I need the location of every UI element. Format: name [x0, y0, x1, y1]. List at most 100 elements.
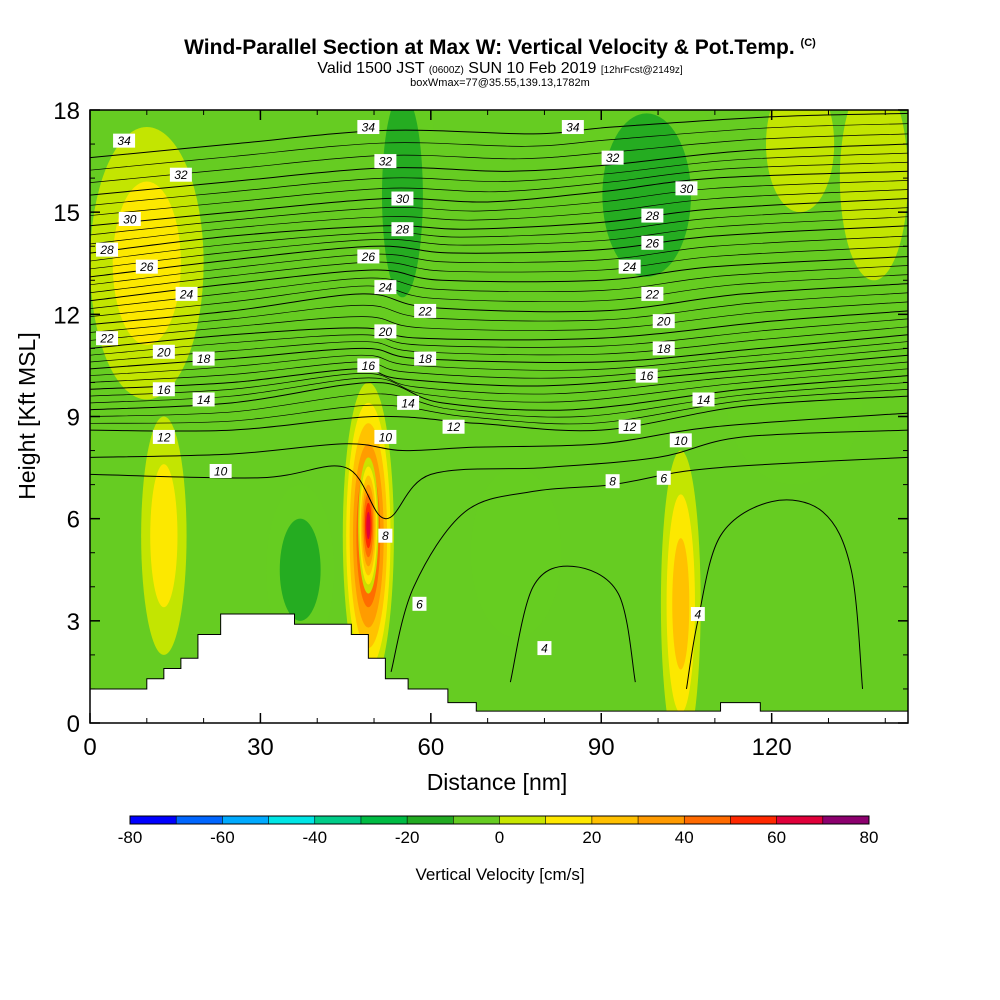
contour-label: 30: [123, 212, 137, 226]
contour-label-box: [357, 120, 380, 135]
colorbar-segment: [499, 816, 547, 824]
theta-contour-30: [90, 170, 908, 227]
contour-label: 10: [379, 430, 393, 444]
colorbar-tick-label: 20: [582, 828, 601, 847]
contour-label-box: [414, 351, 437, 366]
contour-label-box: [391, 222, 414, 237]
y-tick-label: 15: [53, 200, 80, 227]
theta-contour-minor: [90, 235, 908, 286]
theta-contour-minor: [90, 301, 908, 341]
contour-label-box: [635, 368, 658, 383]
theta-contour-minor: [90, 368, 908, 404]
contour-label-box: [357, 358, 380, 373]
x-tick-label: 30: [247, 734, 274, 761]
theta-contour-32: [90, 143, 908, 196]
contour-label: 28: [395, 223, 410, 237]
contour-label: 18: [197, 352, 211, 366]
theta-contour-minor: [90, 326, 908, 363]
contour-label-box: [96, 331, 119, 346]
contour-label-box: [652, 314, 675, 329]
contour-label-box: [118, 211, 141, 226]
theta-contour-minor: [90, 382, 908, 418]
x-axis-label: Distance [nm]: [427, 769, 568, 795]
contour-label: 6: [660, 471, 667, 485]
colorbar-segment: [545, 816, 593, 824]
contour-label-box: [641, 235, 664, 250]
contour-label-box: [414, 303, 437, 318]
contour-label: 28: [645, 209, 660, 223]
w-cell: [672, 538, 690, 670]
contour-label-box: [669, 433, 692, 448]
chart-subtitle-box: boxWmax=77@35.55,139.13,1782m: [410, 77, 590, 89]
colorbar-segment: [360, 816, 408, 824]
contour-label: 18: [657, 342, 671, 356]
vertical-velocity-field: [90, 110, 908, 723]
chart-subtitle: Valid 1500 JST (0600Z) SUN 10 Feb 2019 […: [317, 60, 683, 77]
contour-label-box: [391, 191, 414, 206]
contour-label: 26: [645, 236, 660, 250]
y-tick-label: 6: [67, 507, 80, 534]
theta-contour-18: [90, 334, 908, 370]
contour-label-box: [135, 259, 158, 274]
y-tick-label: 9: [67, 405, 80, 432]
theta-contour-16: [90, 354, 908, 390]
contour-label: 34: [566, 121, 580, 135]
colorbar-segment: [638, 816, 685, 824]
contour-label-box: [209, 463, 232, 478]
theta-contour-10: [90, 412, 908, 458]
theta-contour-4: [509, 565, 636, 683]
contour-label-box: [656, 470, 671, 485]
theta-contour-20: [90, 310, 908, 349]
chart-title: Wind-Parallel Section at Max W: Vertical…: [184, 36, 816, 59]
w-cell: [765, 110, 835, 213]
contour-label: 22: [99, 332, 114, 346]
theta-contour-8: [90, 429, 908, 520]
contour-label: 16: [640, 369, 654, 383]
colorbar-segment: [453, 816, 500, 824]
contour-label-box: [113, 133, 136, 148]
colorbar-segment: [776, 816, 824, 824]
x-tick-label: 120: [752, 734, 792, 761]
contour-label-box: [374, 429, 397, 444]
colorbar-tick-label: -20: [395, 828, 420, 847]
contour-label: 30: [396, 192, 410, 206]
theta-contour-minor: [90, 152, 908, 206]
contour-label: 22: [645, 287, 660, 301]
contour-label-box: [618, 419, 641, 434]
contour-label: 20: [656, 315, 671, 329]
theta-contour-minor: [90, 207, 908, 262]
theta-contour-minor: [90, 341, 908, 376]
theta-contour-22: [90, 283, 908, 326]
w-cell: [602, 113, 692, 277]
contour-label: 4: [694, 608, 701, 622]
contour-label-box: [192, 351, 215, 366]
contour-label: 34: [117, 134, 131, 148]
theta-contour-12: [90, 395, 908, 432]
contour-label: 14: [697, 393, 711, 407]
w-cell: [726, 314, 863, 485]
contour-label-box: [605, 474, 620, 489]
colorbar-segment: [314, 816, 362, 824]
theta-contour-minor: [90, 388, 908, 425]
contour-label: 20: [378, 325, 393, 339]
contour-label: 22: [417, 304, 432, 318]
contour-label-box: [152, 344, 175, 359]
contour-label: 4: [541, 642, 548, 656]
copyright-mark: (C): [800, 37, 816, 49]
theta-contour-minor: [90, 265, 908, 310]
x-tick-label: 0: [83, 734, 96, 761]
colorbar-segment: [130, 816, 177, 824]
theta-contour-minor: [90, 361, 908, 397]
contour-label-box: [641, 286, 664, 301]
contour-label: 20: [156, 345, 171, 359]
contour-label-box: [152, 429, 175, 444]
y-tick-label: 0: [67, 711, 80, 738]
terrain: [90, 613, 908, 723]
contour-label: 24: [622, 260, 637, 274]
colorbar-segment: [684, 816, 731, 824]
x-tick-label: 90: [588, 734, 615, 761]
contour-labels: 4468101214161820222426283032343432302826…: [96, 120, 715, 656]
contour-label-box: [641, 208, 664, 223]
y-tick-label: 18: [53, 98, 80, 125]
